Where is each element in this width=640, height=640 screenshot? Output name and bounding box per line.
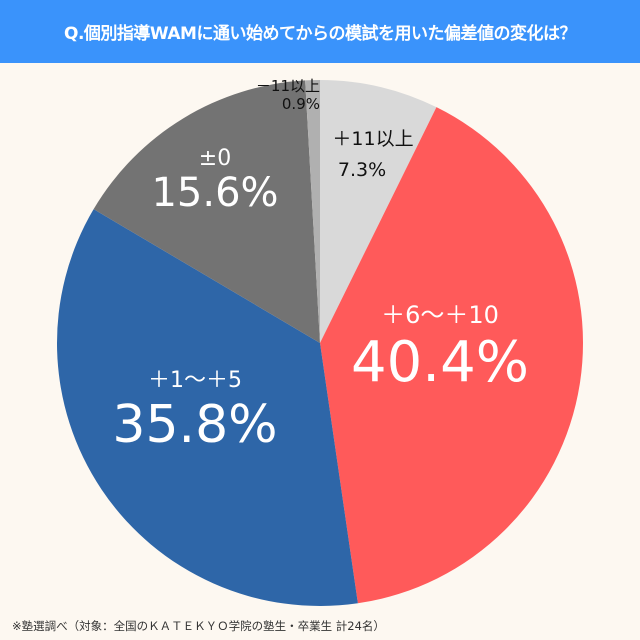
label-zero: ±0 15.6% [151,146,279,216]
chart-title-banner: Q.個別指導WAMに通い始めてからの模試を用いた偏差値の変化は？ [0,0,640,63]
chart-title: Q.個別指導WAMに通い始めてからの模試を用いた偏差値の変化は？ [64,24,576,44]
footnote: ※塾選調べ（対象：全国のＫＡＴＥＫＹＯ学院の塾生・卒業生 計24名） [12,619,385,633]
label-minus11: －11以上 0.9% [255,77,320,114]
pie-slice [305,80,320,343]
pie-slice [320,107,583,604]
label-plus6-10: ＋6〜＋10 40.4% [351,301,529,395]
pie-slice [320,80,437,343]
label-plus11: ＋11以上 7.3% [332,128,414,181]
pie-slice [56,209,358,607]
label-plus1-5: ＋1〜＋5 35.8% [112,368,278,455]
pie-slice [93,80,320,343]
